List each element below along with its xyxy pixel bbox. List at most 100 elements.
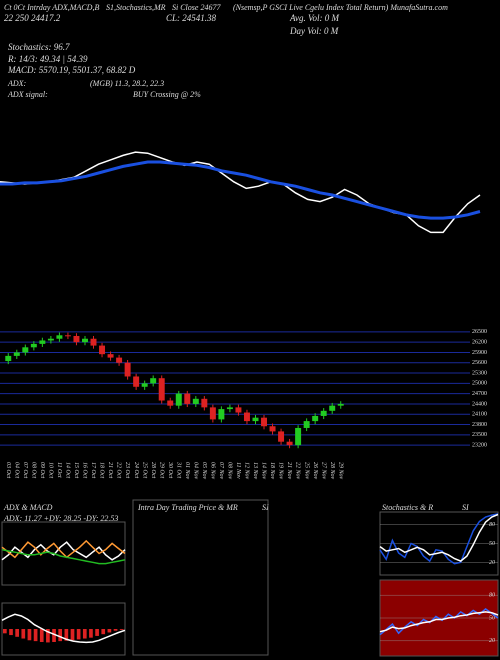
candle-body — [303, 421, 310, 428]
candle-body — [47, 338, 54, 341]
panel-title: Stochastics & R — [382, 503, 433, 512]
candle-body — [30, 343, 37, 348]
bar — [76, 629, 81, 640]
x-tick-label: 17 Oct — [90, 462, 96, 478]
x-tick-label: 12 Nov — [244, 462, 250, 480]
y-tick-label: 20 — [489, 560, 495, 566]
x-tick-label: 22 Nov — [295, 462, 301, 480]
x-tick-label: 11 Oct — [56, 462, 62, 478]
y-tick-label: 26200 — [472, 340, 487, 346]
info-text: Stochastics: 96.7 — [8, 42, 70, 52]
candle-body — [99, 345, 106, 355]
x-tick-label: 08 Oct — [30, 462, 36, 478]
bar — [95, 629, 99, 636]
info-text: (MGB) 11.3, 28.2, 22.3 — [90, 79, 164, 88]
bar — [27, 629, 32, 641]
candle-body — [167, 400, 174, 406]
header-text: Ct 0Ct Intrday ADX,MACD,B — [4, 3, 99, 12]
y-tick-label: 23200 — [472, 443, 487, 449]
x-tick-label: 24 Oct — [133, 462, 140, 478]
y-tick-label: 25000 — [472, 381, 487, 387]
bar — [70, 629, 75, 641]
candle-body — [201, 398, 208, 408]
bar — [33, 629, 38, 642]
x-tick-label: 28 Oct — [150, 462, 156, 478]
panel-title: ADX: 11.27 +DY: 28.25 -DY: 22.53 — [3, 514, 118, 523]
candle-body — [56, 335, 63, 339]
candle-body — [124, 362, 131, 377]
series-line — [379, 611, 499, 633]
candle-body — [116, 357, 123, 363]
y-tick-label: 25600 — [472, 360, 487, 366]
series-line — [379, 513, 499, 562]
candle-body — [158, 378, 165, 401]
candle-body — [13, 352, 20, 356]
candle-body — [175, 393, 182, 406]
x-tick-label: 29 Oct — [158, 462, 164, 478]
header-text: Si Close 24677 — [172, 3, 221, 12]
x-tick-label: 13 Nov — [252, 462, 258, 480]
x-tick-label: 07 Oct — [22, 462, 28, 478]
y-tick-label: 25900 — [472, 350, 487, 356]
x-tick-label: 14 Oct — [65, 462, 72, 478]
x-tick-label: 16 Oct — [82, 462, 88, 478]
candle-body — [320, 410, 327, 416]
x-tick-label: 14 Nov — [261, 462, 268, 480]
candle-body — [5, 355, 12, 362]
y-tick-label: 20 — [489, 638, 495, 644]
candle-body — [64, 335, 71, 337]
bar — [82, 629, 87, 639]
candle-body — [218, 409, 225, 420]
bar — [15, 629, 19, 637]
x-tick-label: 03 Oct — [5, 462, 11, 478]
header-text: (Nsemsp,P GSCI Live Cgelu Index Total Re… — [233, 3, 448, 12]
candle-body — [73, 335, 80, 343]
bar — [39, 629, 44, 642]
candle-body — [209, 407, 216, 420]
bar — [101, 629, 106, 635]
y-tick-label: 80 — [489, 593, 495, 599]
candle-body — [329, 405, 336, 411]
info-text: R: 14/3: 49.34 | 54.39 — [7, 54, 88, 64]
bar — [52, 629, 56, 642]
x-tick-label: 23 Oct — [124, 462, 130, 478]
x-tick-label: 29 Nov — [337, 462, 343, 480]
candle-body — [312, 415, 319, 422]
y-tick-label: 26500 — [472, 329, 487, 335]
info-text: ADX: — [7, 79, 27, 88]
x-tick-label: 15 Oct — [73, 462, 79, 478]
panel-title: SI — [262, 503, 269, 512]
header-text: Day Vol: 0 M — [289, 26, 339, 36]
header-text: CL: 24541.38 — [166, 13, 217, 23]
candle-body — [235, 407, 242, 413]
bar — [21, 629, 26, 639]
x-tick-label: 01 Nov — [184, 462, 190, 480]
bar — [64, 629, 69, 641]
candle-body — [141, 383, 148, 387]
candle-body — [107, 354, 114, 358]
x-tick-label: 08 Nov — [227, 462, 233, 480]
y-tick-label: 50 — [489, 615, 495, 621]
x-tick-label: 26 Nov — [312, 462, 318, 480]
candle-body — [261, 417, 267, 427]
panel-title: Intra Day Trading Price & MR — [137, 503, 238, 512]
y-tick-label: 50 — [489, 541, 495, 547]
bar — [119, 629, 124, 630]
x-tick-label: 22 Oct — [116, 462, 122, 478]
x-tick-label: 19 Nov — [278, 462, 284, 480]
x-tick-label: 05 Nov — [201, 462, 207, 480]
series-line — [0, 160, 481, 220]
y-tick-label: 23800 — [472, 422, 487, 428]
bar — [113, 629, 118, 631]
candle-body — [22, 347, 29, 353]
candle-body — [243, 412, 250, 422]
x-tick-label: 18 Nov — [269, 462, 275, 480]
panel-frame — [1, 602, 126, 656]
x-tick-label: 07 Nov — [218, 462, 224, 480]
candle-body — [337, 403, 344, 406]
candle-body — [150, 378, 157, 384]
x-tick-label: 06 Nov — [209, 462, 215, 480]
candle-body — [278, 431, 285, 442]
